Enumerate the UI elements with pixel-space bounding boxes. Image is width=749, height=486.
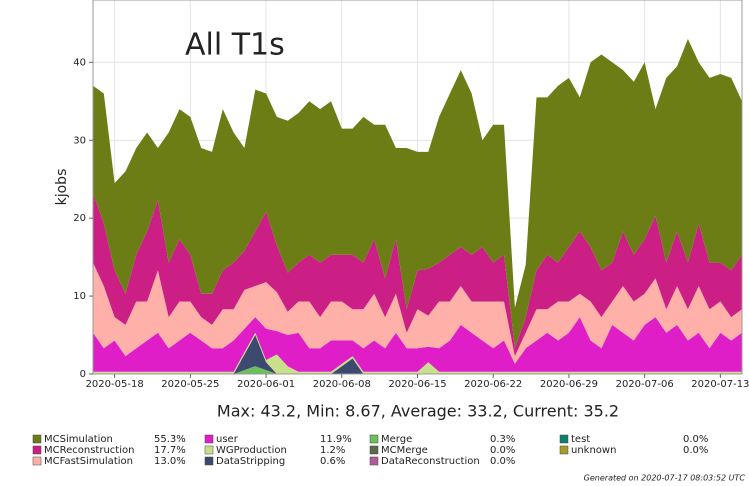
legend-share: 0.0%: [490, 456, 515, 467]
legend-label: unknown: [571, 445, 616, 456]
legend-swatch: [369, 456, 379, 466]
area: [93, 192, 742, 357]
legend-share: 1.2%: [320, 445, 345, 456]
legend-label: Merge: [381, 434, 412, 445]
legend-label: test: [571, 434, 590, 445]
footnote: Generated on 2020-07-17 08:03:52 UTC: [584, 474, 746, 483]
x-tick-label: 2020-05-25: [161, 379, 219, 390]
area: [93, 262, 742, 364]
legend-share: 0.0%: [683, 434, 708, 445]
legend-label: MCFastSimulation: [44, 456, 133, 467]
legend-share: 11.9%: [320, 434, 352, 445]
legend-share: 0.3%: [490, 434, 515, 445]
legend-share: 0.6%: [320, 456, 345, 467]
y-tick-label: 20: [73, 213, 86, 224]
overlay-title: All T1s: [185, 28, 285, 63]
x-tick-label: 2020-06-29: [540, 379, 598, 390]
area: [93, 335, 742, 374]
legend-share: 0.0%: [490, 445, 515, 456]
legend-label: DataStripping: [216, 456, 285, 467]
legend-label: MCSimulation: [44, 434, 113, 445]
legend-share: 55.3%: [154, 434, 186, 445]
y-tick-label: 0: [80, 369, 86, 380]
legend-share: 17.7%: [154, 445, 186, 456]
x-tick-label: 2020-06-15: [388, 379, 446, 390]
legend-label: MCMerge: [381, 445, 428, 456]
summary: Max: 43.2, Min: 8.67, Average: 33.2, Cur…: [217, 402, 619, 421]
legend-swatch: [369, 445, 379, 455]
legend-swatch: [32, 445, 42, 455]
legend-swatch: [369, 434, 379, 444]
area: [93, 317, 742, 372]
area: [93, 39, 742, 349]
y-axis-label: kjobs: [54, 169, 70, 206]
legend-swatch: [32, 434, 42, 444]
legend-swatch: [204, 445, 214, 455]
legend-swatch: [204, 434, 214, 444]
legend-label: DataReconstruction: [381, 456, 480, 467]
x-tick-label: 2020-07-13: [691, 379, 749, 390]
y-tick-label: 10: [73, 291, 86, 302]
y-tick-label: 30: [73, 135, 86, 146]
legend-label: WGProduction: [216, 445, 287, 456]
x-tick-label: 2020-07-06: [616, 379, 674, 390]
x-tick-label: 2020-06-22: [464, 379, 522, 390]
legend-swatch: [559, 445, 569, 455]
legend-share: 13.0%: [154, 456, 186, 467]
y-tick-label: 40: [73, 57, 86, 68]
x-tick-label: 2020-05-18: [86, 379, 144, 390]
legend-swatch: [204, 456, 214, 466]
area: [93, 366, 742, 374]
x-tick-label: 2020-06-08: [313, 379, 371, 390]
legend-label: user: [216, 434, 239, 445]
legend-label: MCReconstruction: [44, 445, 134, 456]
x-tick-label: 2020-06-01: [237, 379, 295, 390]
legend-swatch: [32, 456, 42, 466]
legend-swatch: [559, 434, 569, 444]
legend-share: 0.0%: [683, 445, 708, 456]
